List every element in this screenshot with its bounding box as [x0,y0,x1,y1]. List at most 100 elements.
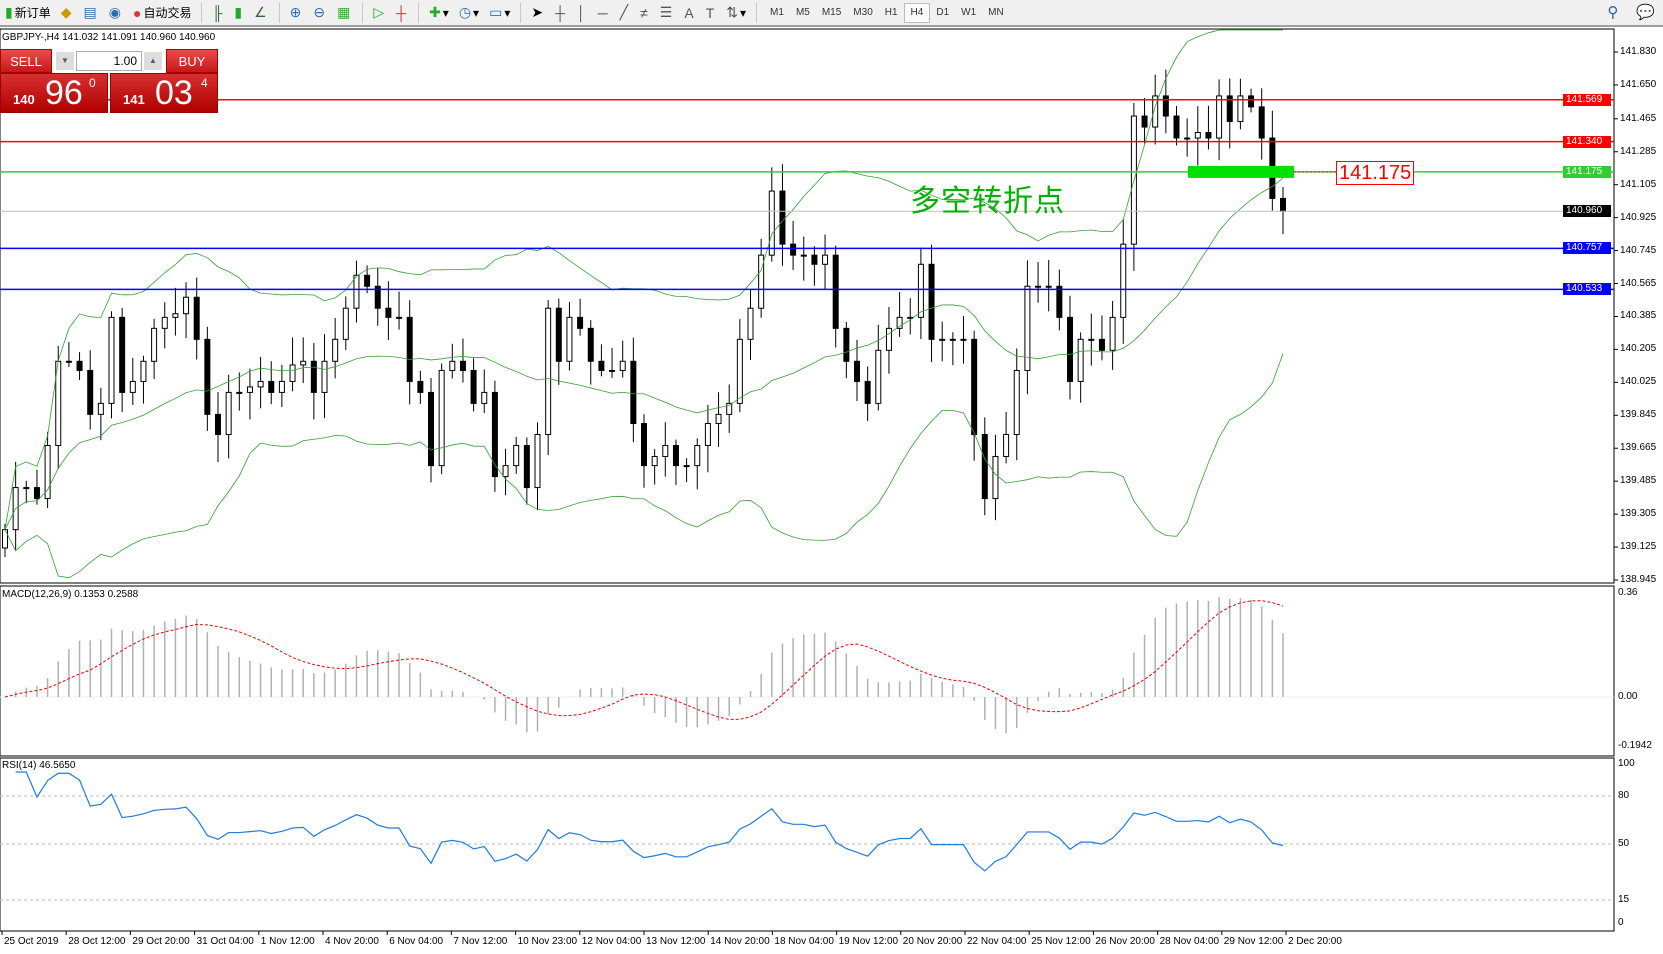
price-axis-label: 139.305 [1620,508,1657,520]
candle-bear [385,307,392,318]
price-axis-label: 140.385 [1620,310,1657,322]
price-axis-label: 140.205 [1620,343,1657,355]
date-axis-label: 7 Nov 12:00 [453,936,508,947]
price-axis-label: 141.830 [1620,46,1657,57]
timeframe-d1[interactable]: D1 [936,7,950,18]
timeframe-m15[interactable]: M15 [821,7,842,18]
candle-bear [1280,197,1286,212]
vertical-line-button[interactable]: │ [574,2,591,24]
candle-bull [566,316,573,362]
bollinger-lower [4,353,1284,579]
periods-button[interactable]: ◷ ▾ [458,4,480,20]
buy-button[interactable]: BUY [166,49,218,73]
macd-signal-line [4,600,1284,720]
bar-chart-button[interactable]: ╟ [209,2,227,24]
candle-bear [555,307,562,362]
search-icon[interactable]: ⚲ [1607,4,1619,21]
date-axis-label: 29 Nov 12:00 [1223,936,1284,947]
candle-bull [140,360,147,382]
timeframe-w1[interactable]: W1 [961,7,977,18]
bollinger-middle [4,177,1284,530]
candle-bull [449,360,456,371]
arrows-icon: ⇅ [726,4,738,20]
new-order-button[interactable]: ▮ 新订单 [2,2,54,24]
text-button[interactable]: A [681,2,698,24]
candle-bear [843,327,850,362]
horizontal-line-icon: ─ [597,4,608,21]
timeframe-m30[interactable]: M30 [853,7,873,18]
tile-windows-button[interactable]: ▦ [334,2,355,24]
candle-bull [822,254,829,265]
sell-price-button[interactable]: 140 96 0 [0,73,108,113]
sell-price-pip: 0 [89,76,96,90]
candle-bull [278,380,285,393]
chart-shift-button[interactable]: ┼ [393,2,411,24]
lot-size-input[interactable]: 1.00 [76,51,142,71]
timeframe-m5[interactable]: M5 [795,7,810,18]
timeframe-h4[interactable]: H4 [903,2,931,23]
price-axis-label: 139.125 [1620,541,1657,553]
horizontal-line-button[interactable]: ─ [595,2,613,24]
zoom-out-button[interactable]: ⊖ [310,2,330,24]
timeframe-bar: M1 M5 M15 M30 H1 H4 D1 W1 MN [764,2,1010,23]
candle-bear [779,190,786,245]
navigator-button[interactable]: ▤ [81,2,102,24]
sell-price-main: 96 [45,74,83,112]
candle-bull [246,386,253,393]
lot-decrease-button[interactable]: ▼ [56,52,74,70]
cursor-button[interactable]: ➤ [528,2,548,24]
candle-bear [790,243,797,256]
candle-bear [310,360,317,393]
price-axis-label: 139.665 [1620,442,1657,454]
lot-increase-button[interactable]: ▲ [144,52,162,70]
autoscroll-button[interactable]: ▷ [370,2,389,24]
channel-button[interactable]: ≠ [637,2,653,24]
line-chart-button[interactable]: ∠ [251,2,272,24]
candle-bull [992,455,999,500]
one-click-trade-panel: SELL ▼ 1.00 ▲ BUY 140 96 0 141 03 4 [0,49,218,113]
candle-bull [800,254,807,257]
zoom-in-button[interactable]: ⊕ [287,2,307,24]
price-axis-label: 141.650 [1620,78,1657,90]
candle-bull [949,338,956,341]
text-label-icon: T [705,4,715,21]
candle-bear [577,316,584,329]
candle-bear [215,413,221,436]
candle-bear [672,444,679,467]
candle-bull [875,349,882,404]
trendline-button[interactable]: ╱ [617,2,633,24]
template-icon: ▭ [489,4,503,20]
cursor-icon: ➤ [531,4,544,20]
timeframe-h1[interactable]: H1 [884,7,898,18]
date-axis-label: 13 Nov 12:00 [646,936,706,947]
chat-icon[interactable]: 💬 [1636,4,1655,21]
label-button[interactable]: T [703,2,720,24]
crosshair-button[interactable]: ┼ [552,2,570,24]
auto-trade-icon: ● [132,4,142,21]
fibonacci-button[interactable]: ☰ [657,2,678,24]
auto-trade-button[interactable]: ● 自动交易 [130,2,194,24]
candle-bear [598,360,605,371]
turning-point-zone [1188,165,1294,178]
indicators-button[interactable]: ✚ ▾ [429,4,449,20]
candle-bull [545,307,552,436]
templates-button[interactable]: ▭ ▾ [489,4,511,20]
arrows-button[interactable]: ⇅ ▾ [726,4,747,20]
rsi-pane-frame [0,757,1615,932]
candle-chart-button[interactable]: ▮ [231,2,247,24]
candle-bull [1237,95,1244,123]
buy-price-button[interactable]: 141 03 4 [110,73,218,113]
expert-button[interactable]: ◆ [58,2,77,24]
clock-icon: ◷ [458,4,472,20]
candle-bear [811,254,818,265]
auto-trade-label: 自动交易 [143,6,192,20]
timeframe-mn[interactable]: MN [988,7,1004,18]
candlestick-icon: ▮ [234,4,243,20]
candle-bear [1162,95,1169,117]
candle-bull [534,434,541,489]
new-order-label: 新订单 [14,6,51,20]
signals-button[interactable]: ◉ [106,2,126,24]
sell-button[interactable]: SELL [0,49,52,73]
timeframe-m1[interactable]: M1 [770,7,784,18]
